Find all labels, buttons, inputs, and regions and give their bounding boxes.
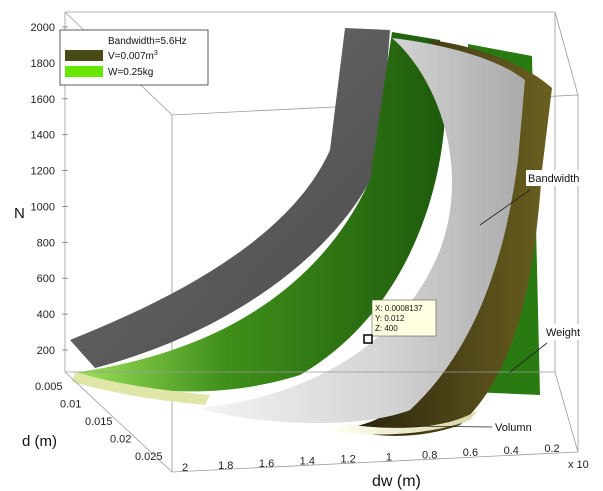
weight-surface — [78, 32, 446, 392]
datatip-box — [371, 299, 437, 337]
legend-swatch-weight — [65, 66, 103, 77]
z-tick-label: 600 — [37, 273, 55, 285]
annotation-bandwidth: Bandwidth — [479, 170, 588, 226]
y-tick-label: 0.015 — [85, 416, 113, 428]
datatip-y: Y: 0.012 — [375, 314, 405, 323]
datatip-z: Z: 400 — [375, 324, 398, 333]
bandwidth-surface — [70, 28, 390, 368]
z-tick-label: 200 — [37, 345, 55, 357]
axis-box-front — [64, 12, 579, 473]
z-tick-label: 1200 — [31, 166, 55, 178]
legend-label-weight: W=0.25kg — [108, 67, 153, 78]
y-tick-label: 0.01 — [60, 399, 81, 411]
y-tick-label: 0.025 — [135, 451, 163, 463]
y-axis-ticks: 0.005 0.01 0.015 0.02 0.025 — [35, 381, 163, 463]
legend-label-volume-sup: 3 — [154, 50, 158, 57]
y-tick-label: 0.005 — [35, 381, 63, 393]
z-axis-ticks: 200 400 600 800 1000 1200 1400 1600 1800 2000 — [31, 22, 68, 357]
x-tick-label: 0.2 — [544, 443, 559, 455]
y-tick-label: 0.02 — [110, 434, 131, 446]
legend-label-volume-text: V=0.007m — [108, 51, 154, 62]
z-tick-label: 400 — [37, 309, 55, 321]
z-tick-label: 2000 — [31, 22, 55, 34]
annotation-weight-text: Weight — [546, 327, 580, 339]
z-tick-label: 1800 — [31, 58, 55, 70]
annotation-volumn-text: Volumn — [495, 422, 532, 434]
x-axis-ticks: 2 1.8 1.6 1.4 1.2 1 0.8 0.6 0.4 0.2 — [182, 443, 560, 474]
annotation-volumn: Volumn — [401, 422, 532, 434]
legend-swatch-volume — [65, 50, 103, 61]
x-tick-label: 1 — [386, 451, 392, 463]
light-green-edge — [72, 372, 210, 405]
x-axis-exponent: x 10 — [568, 459, 589, 471]
annotation-volumn-arrow — [401, 425, 493, 428]
bandwidth-surface-light — [200, 38, 525, 423]
z-tick-label: 1600 — [31, 94, 55, 106]
annotation-bandwidth-text: Bandwidth — [528, 173, 579, 185]
x-tick-label: 1.8 — [218, 460, 233, 472]
legend-label-volume: V=0.007m3 — [108, 50, 158, 62]
x-tick-label: 0.6 — [463, 447, 478, 459]
annotation-bandwidth-bg — [526, 170, 588, 186]
datatip-marker[interactable] — [363, 334, 373, 344]
z-tick-label: 1000 — [31, 201, 55, 213]
annotation-weight-arrow — [509, 342, 548, 373]
x-axis-label: dw (m) — [372, 473, 421, 490]
volumn-surface-cream — [330, 410, 478, 435]
annotation-weight-bg — [543, 324, 589, 340]
z-tick-label: 1400 — [31, 130, 55, 142]
z-axis-label: N — [14, 205, 25, 222]
y-axis-label: d (m) — [22, 433, 57, 450]
annotation-bandwidth-arrow — [479, 189, 531, 226]
x-tick-label: 1.6 — [259, 458, 274, 470]
legend: Bandwidth=5.6Hz V=0.007m3 W=0.25kg — [59, 29, 209, 86]
datatip[interactable]: X: 0.0008137 Y: 0.012 Z: 400 — [363, 299, 437, 344]
annotation-weight: Weight — [509, 324, 589, 373]
x-tick-label: 1.2 — [340, 454, 355, 466]
x-tick-label: 0.8 — [422, 449, 437, 461]
x-tick-label: 0.4 — [504, 445, 519, 457]
x-tick-label: 1.4 — [300, 456, 315, 468]
x-tick-label: 2 — [182, 462, 188, 474]
legend-title: Bandwidth=5.6Hz — [108, 36, 187, 47]
z-tick-label: 800 — [37, 237, 55, 249]
datatip-x: X: 0.0008137 — [375, 304, 423, 313]
